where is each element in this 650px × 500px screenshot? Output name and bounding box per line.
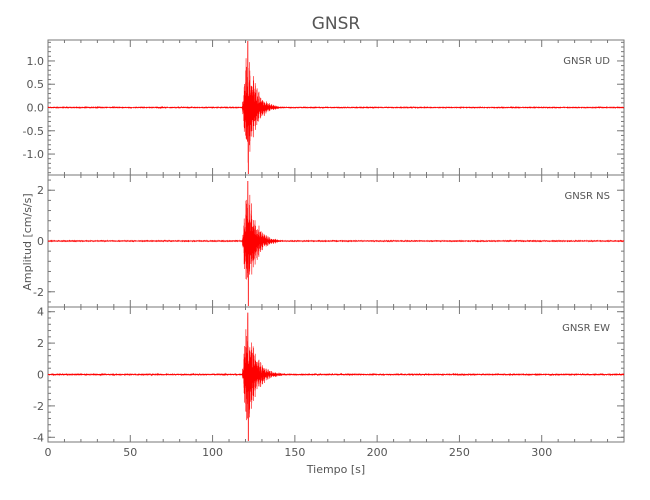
panel-label: GNSR EW: [562, 323, 610, 334]
y-tick-label: 0: [37, 235, 44, 248]
waveform-series: [47, 181, 625, 306]
y-tick-label: -2: [33, 286, 44, 299]
y-tick-label: -0.5: [23, 125, 44, 138]
y-tick-label: 0: [37, 369, 44, 382]
y-tick-label: 4: [37, 306, 44, 319]
panel-3: 4 2 0 -2 -4 GNSR EW: [33, 306, 625, 444]
x-tick-label: 50: [123, 446, 137, 459]
x-axis-label: Tiempo [s]: [306, 463, 365, 476]
x-tick-label: 300: [531, 446, 552, 459]
y-tick-label: -1.0: [23, 148, 44, 161]
y-tick-label: 2: [37, 184, 44, 197]
panel-1: 1.0 0.5 0.0 -0.5 -1.0 GNSR UD: [23, 39, 625, 176]
panel-label: GNSR UD: [563, 56, 610, 67]
waveform-series: [47, 41, 625, 174]
chart-title: GNSR: [312, 14, 361, 34]
x-tick-label: 200: [367, 446, 388, 459]
y-tick-label: 2: [37, 337, 44, 350]
x-tick-label: 100: [202, 446, 223, 459]
x-axis-ticks: 0 50 100 150 200 250 300: [45, 446, 553, 459]
y-tick-label: 0.0: [27, 102, 45, 115]
y-tick-label: 0.5: [27, 78, 45, 91]
waveform-series: [47, 312, 625, 441]
panels-group: 1.0 0.5 0.0 -0.5 -1.0 GNSR UD 2 0 -2 GNSR NS 4 2 0 -2…: [23, 39, 625, 444]
x-tick-label: 250: [449, 446, 470, 459]
y-tick-label: -2: [33, 400, 44, 413]
y-axis-label: Amplitud [cm/s/s]: [21, 193, 34, 290]
x-tick-label: 150: [284, 446, 305, 459]
panel-label: GNSR NS: [564, 191, 610, 202]
x-tick-label: 0: [45, 446, 52, 459]
panel-2: 2 0 -2 GNSR NS: [33, 174, 625, 308]
y-tick-label: -4: [33, 431, 44, 444]
y-tick-label: 1.0: [27, 55, 45, 68]
